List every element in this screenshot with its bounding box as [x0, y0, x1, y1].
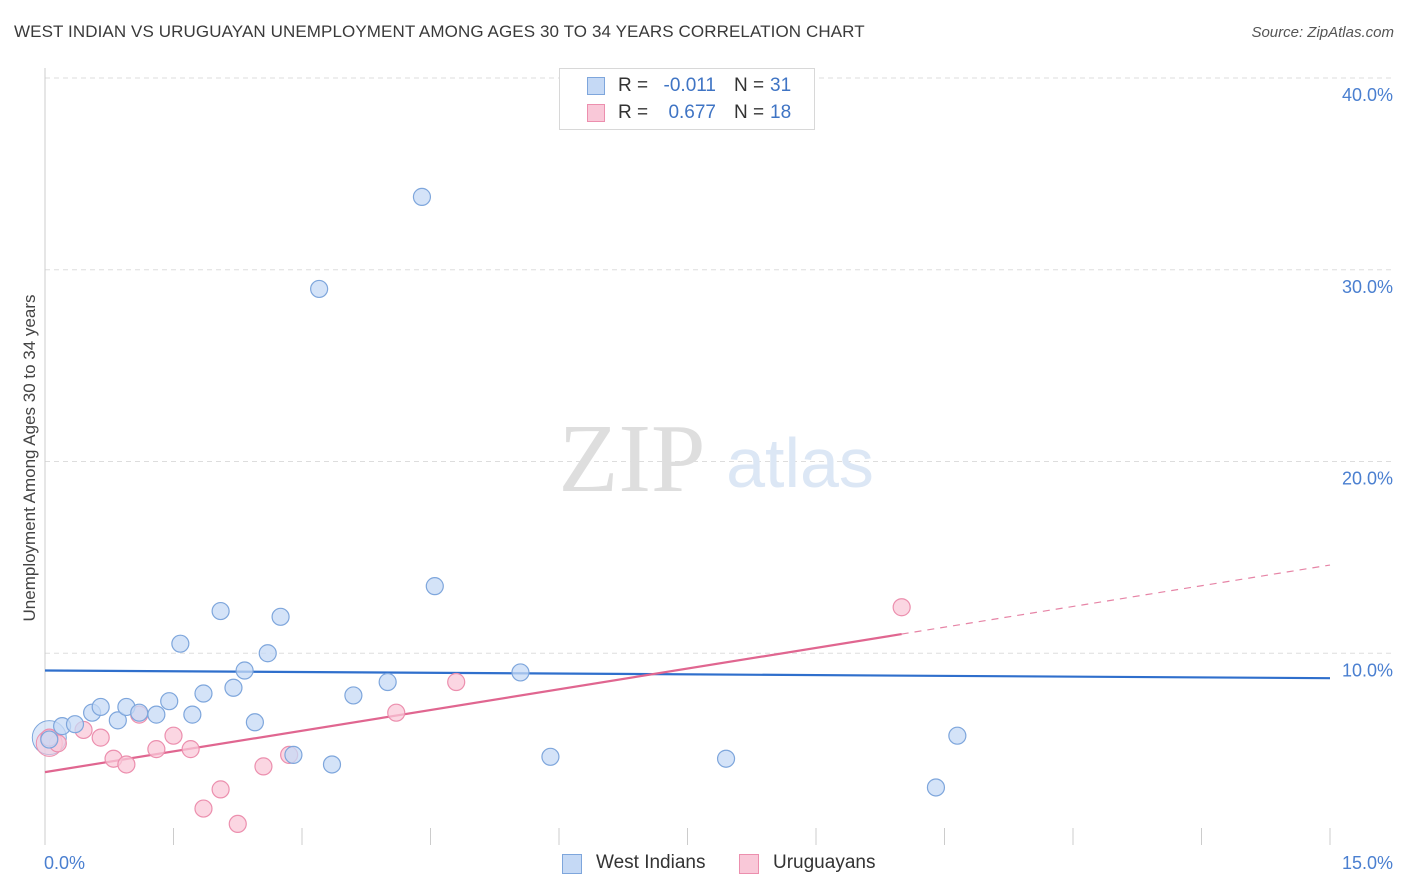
point-west-indians: [926, 778, 946, 797]
points-layer: [31, 187, 967, 834]
point-west-indians: [425, 577, 444, 596]
y-tick-label: 30.0%: [1342, 277, 1393, 297]
axis-layer: [44, 68, 1331, 845]
point-uruguayans: [147, 740, 166, 759]
point-west-indians: [194, 684, 213, 703]
legend-swatch-west-indians: [587, 77, 605, 95]
legend-row-uruguayans: R = 0.677 N = 18: [560, 100, 816, 126]
point-west-indians: [40, 730, 59, 749]
chart-source: Source: ZipAtlas.com: [1251, 24, 1394, 41]
point-west-indians: [344, 686, 363, 705]
point-west-indians: [310, 279, 329, 299]
trend-line-west-indians: [44, 669, 1331, 680]
legend-row-west-indians: R = -0.011 N = 31: [560, 73, 816, 99]
y-tick-label: 10.0%: [1342, 660, 1393, 680]
point-west-indians: [108, 711, 127, 730]
legend-r-label: R =: [618, 102, 649, 123]
point-uruguayans: [387, 703, 406, 722]
legend-n-value: 31: [770, 75, 792, 96]
y-tick-label: 20.0%: [1342, 469, 1393, 489]
point-west-indians: [130, 703, 149, 722]
point-west-indians: [284, 745, 303, 764]
point-west-indians: [716, 749, 736, 768]
point-west-indians: [147, 705, 166, 724]
correlation-legend: R = -0.011 N = 31 R = 0.677 N = 18: [559, 68, 815, 130]
watermark-atlas: atlas: [726, 424, 874, 502]
legend-swatch-uruguayans: [587, 104, 605, 122]
point-west-indians: [511, 663, 530, 682]
legend-r-value: 0.677: [668, 102, 716, 123]
point-uruguayans: [228, 814, 247, 834]
grid-layer: [45, 77, 1392, 654]
legend-n-label: N =: [734, 75, 765, 96]
point-west-indians: [91, 697, 110, 717]
series-swatch-uruguayans: [739, 854, 759, 874]
point-west-indians: [183, 705, 202, 724]
series-name-west-indians: West Indians: [596, 852, 706, 873]
series-swatch-west-indians: [562, 854, 582, 874]
point-west-indians: [160, 692, 179, 711]
point-west-indians: [271, 607, 290, 626]
point-west-indians: [322, 755, 342, 774]
point-uruguayans: [164, 726, 183, 745]
point-uruguayans: [447, 672, 466, 692]
legend-n-label: N =: [734, 102, 765, 123]
tick-label-layer: 10.0% 20.0% 30.0% 40.0% 0.0% 15.0%: [44, 85, 1393, 873]
point-west-indians: [948, 726, 967, 745]
point-west-indians: [245, 713, 264, 732]
x-tick-label-max: 15.0%: [1342, 853, 1393, 873]
legend-n-value: 18: [770, 102, 792, 123]
point-uruguayans: [254, 757, 273, 776]
y-tick-label: 40.0%: [1342, 85, 1393, 105]
point-west-indians: [224, 678, 243, 697]
point-uruguayans: [892, 598, 911, 617]
point-west-indians: [412, 187, 432, 206]
watermark-zip: ZIP: [559, 405, 706, 513]
point-west-indians: [235, 661, 254, 680]
point-west-indians: [258, 644, 277, 663]
point-west-indians: [211, 601, 230, 621]
point-west-indians: [378, 672, 397, 692]
x-tick-label-min: 0.0%: [44, 853, 85, 873]
chart-title: WEST INDIAN VS URUGUAYAN UNEMPLOYMENT AM…: [14, 22, 865, 41]
point-uruguayans: [117, 755, 136, 774]
point-uruguayans: [181, 740, 200, 759]
watermark: ZIP atlas: [559, 405, 874, 513]
point-uruguayans: [194, 799, 213, 818]
point-uruguayans: [91, 728, 110, 747]
point-west-indians: [65, 715, 85, 734]
series-name-uruguayans: Uruguayans: [773, 852, 876, 873]
legend-r-value: -0.011: [663, 75, 716, 96]
trend-line-uruguayans-extrapolated: [901, 564, 1331, 635]
point-west-indians: [541, 747, 560, 766]
point-uruguayans: [211, 780, 230, 799]
legend-r-label: R =: [618, 75, 649, 96]
point-west-indians: [171, 634, 190, 653]
